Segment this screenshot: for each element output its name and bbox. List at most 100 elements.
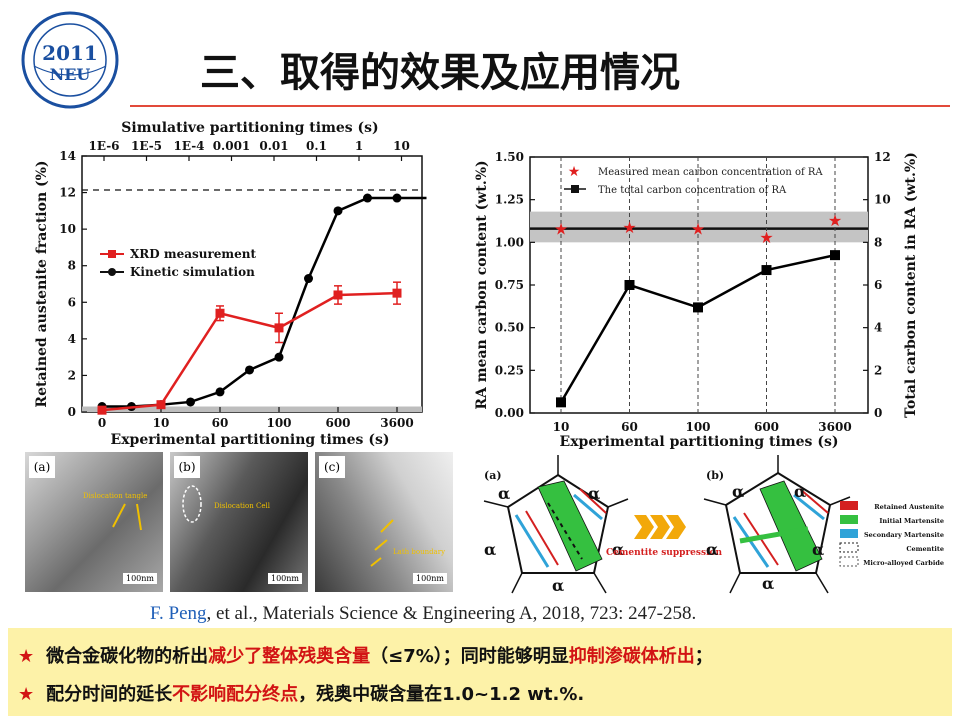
chevron-arrow-icon bbox=[634, 515, 686, 539]
top-tick-label: 10 bbox=[393, 139, 410, 153]
micrograph-annotation: Dislocation Cell bbox=[214, 502, 270, 510]
arrow-icon bbox=[112, 503, 142, 531]
star-icon: ★ bbox=[18, 646, 35, 667]
citation-rest: , et al., Materials Science & Engineerin… bbox=[206, 603, 697, 624]
conclusion-box: ★ 微合金碳化物的析出减少了整体残奥含量（≤7%）；同时能够明显抑制渗碳体析出； … bbox=[8, 628, 952, 716]
legend-total: The total carbon concentration of RA bbox=[598, 185, 787, 196]
y2-tick-label: 6 bbox=[874, 278, 882, 292]
legend-label: Initial Martensite bbox=[879, 517, 944, 525]
legend-swatch bbox=[839, 556, 859, 567]
top-tick-label: 0.1 bbox=[306, 139, 327, 153]
y-axis-label: Retained austenite fraction (%) bbox=[34, 160, 50, 407]
legend-label: Retained Austenite bbox=[874, 503, 944, 511]
xrd-point bbox=[97, 405, 107, 415]
neu-logo: 2011 NEU bbox=[21, 11, 119, 109]
schematic-legend: Retained Austenite Initial Martensite Seco… bbox=[839, 501, 944, 567]
legend-kinetic: Kinetic simulation bbox=[130, 265, 255, 279]
y-tick-label: 12 bbox=[59, 186, 76, 200]
kinetic-point bbox=[215, 387, 225, 397]
arrow-caption: Cementite suppression bbox=[606, 548, 722, 558]
svg-text:(a): (a) bbox=[484, 469, 502, 482]
legend-swatch bbox=[839, 542, 859, 553]
y2-tick-label: 4 bbox=[874, 321, 882, 335]
y-tick-label: 4 bbox=[68, 332, 76, 346]
y-tick-label: 14 bbox=[59, 149, 76, 163]
measured-carbon-point: ★ bbox=[554, 220, 568, 239]
citation-author: F. Peng bbox=[150, 603, 207, 624]
citation: F. Peng, et al., Materials Science & Eng… bbox=[150, 603, 696, 625]
y2-tick-label: 12 bbox=[874, 150, 891, 164]
total-carbon-point bbox=[624, 280, 635, 290]
y2-tick-label: 10 bbox=[874, 193, 891, 207]
conclusion-line-2: ★ 配分时间的延长不影响配分终点，残奥中碳含量在1.0~1.2 wt.%. bbox=[18, 684, 585, 705]
kinetic-point bbox=[245, 365, 254, 375]
measured-carbon-point: ★ bbox=[828, 211, 842, 230]
x-tick-label: 60 bbox=[212, 416, 229, 430]
x-tick-label: 100 bbox=[685, 420, 710, 434]
y-tick-label: 0.25 bbox=[495, 363, 524, 377]
legend-swatch bbox=[840, 515, 858, 524]
y-tick-label: 0.50 bbox=[495, 321, 524, 335]
x-tick-label: 0 bbox=[98, 416, 106, 430]
svg-text:α: α bbox=[498, 484, 510, 503]
svg-text:(b): (b) bbox=[706, 469, 724, 482]
y2-tick-label: 8 bbox=[874, 235, 882, 249]
y-tick-label: 2 bbox=[68, 368, 76, 382]
kinetic-point bbox=[333, 206, 343, 216]
micrograph-b: (b) Dislocation Cell 100nm bbox=[170, 452, 308, 592]
carbon-content-chart: 0.00 0.25 0.50 0.75 1.00 1.25 1.50 0 2 4 6 8 10 12 1… bbox=[474, 150, 919, 450]
y-axis-left-label: RA mean carbon content (wt.%) bbox=[474, 160, 490, 409]
svg-text:α: α bbox=[706, 540, 718, 559]
x-tick-label: 600 bbox=[754, 420, 779, 434]
xrd-point bbox=[274, 323, 284, 333]
micrograph-label: (a) bbox=[29, 456, 55, 478]
micrograph-c: (c) Lath boundary 100nm bbox=[315, 452, 453, 592]
x-axis-label: Experimental partitioning times (s) bbox=[560, 434, 839, 450]
scale-bar: 100nm bbox=[412, 573, 447, 584]
grain-a: α α α α α bbox=[483, 455, 629, 595]
conclusion-line-1: ★ 微合金碳化物的析出减少了整体残奥含量（≤7%）；同时能够明显抑制渗碳体析出； bbox=[18, 646, 713, 667]
micrograph-label: (b) bbox=[174, 456, 200, 478]
svg-text:α: α bbox=[484, 540, 496, 559]
microstructure-schematic: (a) (b) α α α α α Cementite suppression bbox=[483, 455, 944, 595]
kinetic-point bbox=[186, 397, 195, 407]
svg-text:α: α bbox=[812, 540, 824, 559]
kinetic-point bbox=[363, 193, 372, 203]
legend-swatch bbox=[840, 529, 858, 538]
legend-swatch bbox=[840, 501, 858, 510]
micrograph-a: (a) Dislocation tangle 100nm bbox=[25, 452, 163, 592]
measured-carbon-point: ★ bbox=[691, 220, 705, 239]
top-tick-label: 1E-4 bbox=[173, 139, 204, 153]
micrograph-label: (c) bbox=[319, 456, 345, 478]
xrd-point bbox=[333, 290, 343, 300]
y-tick-label: 1.25 bbox=[495, 193, 524, 207]
kinetic-point bbox=[392, 193, 402, 203]
legend: ★ Measured mean carbon concentration of … bbox=[564, 164, 823, 196]
y-tick-label: 0.00 bbox=[495, 406, 524, 420]
kinetic-point bbox=[304, 274, 313, 284]
xrd-line bbox=[101, 291, 398, 412]
svg-text:α: α bbox=[762, 574, 774, 593]
top-axis-title: Simulative partitioning times (s) bbox=[121, 120, 378, 136]
y-tick-label: 1.50 bbox=[495, 150, 524, 164]
logo-year: 2011 bbox=[42, 41, 98, 65]
y-tick-label: 1.00 bbox=[495, 235, 524, 249]
legend-measured: Measured mean carbon concentration of RA bbox=[598, 167, 823, 178]
xrd-point bbox=[156, 400, 166, 410]
y-tick-label: 0.75 bbox=[495, 278, 524, 292]
total-carbon-point bbox=[761, 265, 772, 276]
kinetic-point bbox=[274, 352, 284, 362]
micrograph-annotation: Lath boundary bbox=[393, 548, 446, 556]
svg-text:α: α bbox=[732, 482, 744, 501]
xrd-point bbox=[215, 308, 225, 318]
shaded-band bbox=[530, 211, 868, 243]
shaded-band bbox=[82, 406, 422, 412]
x-tick-label: 600 bbox=[325, 416, 350, 430]
legend-xrd: XRD measurement bbox=[130, 247, 256, 261]
y2-tick-label: 0 bbox=[874, 406, 882, 420]
y-tick-label: 0 bbox=[68, 405, 76, 419]
retained-austenite-chart: Simulative partitioning times (s) 1E-6 1E… bbox=[34, 120, 427, 448]
x-tick-label: 10 bbox=[153, 416, 170, 430]
kinetic-line bbox=[102, 196, 427, 408]
svg-text:α: α bbox=[612, 540, 624, 559]
